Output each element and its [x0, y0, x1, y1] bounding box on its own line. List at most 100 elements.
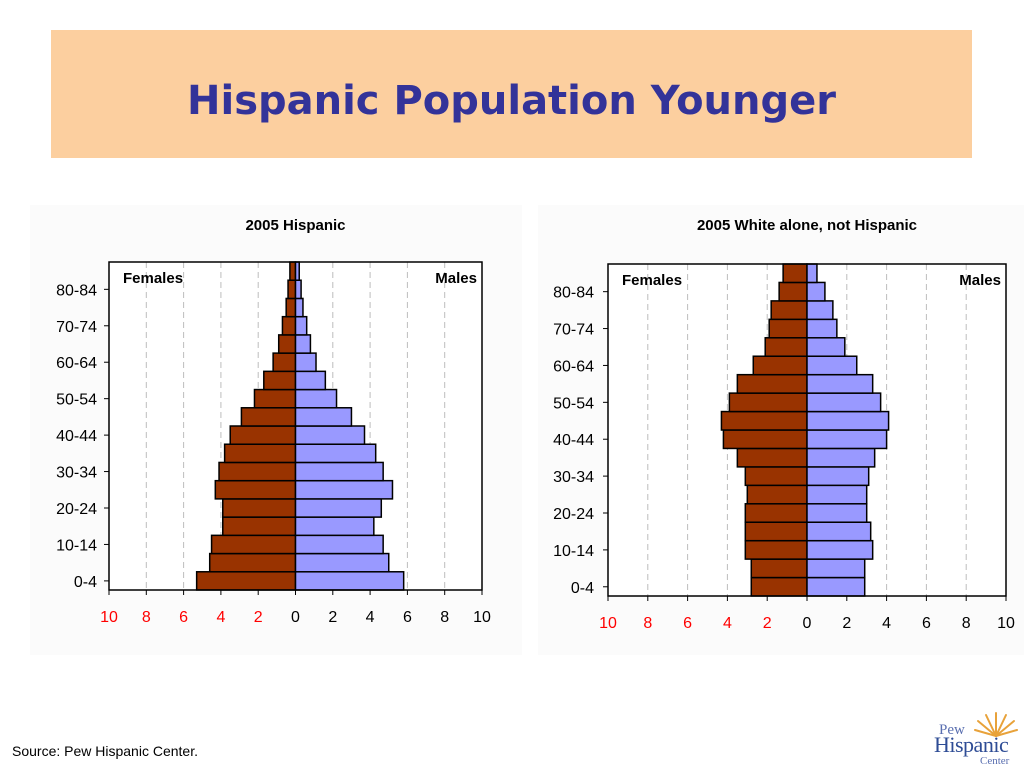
female-bar — [722, 429, 808, 450]
hispanic-pyramid-chart: 2005 Hispanic Females Males 0-4 10-14 20-24 30… — [56, 217, 491, 626]
female-bar — [746, 484, 808, 505]
female-bar — [281, 315, 297, 336]
male-bar — [294, 261, 300, 281]
male-bar — [806, 318, 838, 339]
female-bar — [289, 261, 297, 281]
female-bar — [210, 534, 297, 555]
x-tick-label: 6 — [403, 609, 412, 626]
male-bar — [294, 461, 384, 482]
y-tick-label: 30-34 — [56, 465, 97, 482]
y-tick-label: 20-24 — [553, 506, 594, 523]
y-tick-label: 60-64 — [56, 355, 97, 372]
female-bar — [263, 370, 297, 391]
male-bar — [806, 373, 874, 394]
chart-title: 2005 White alone, not Hispanic — [697, 217, 917, 234]
male-bar — [294, 315, 308, 336]
female-bar — [720, 410, 808, 431]
female-bar — [764, 337, 808, 357]
female-bar — [229, 425, 297, 445]
y-tick-label: 20-24 — [56, 501, 97, 518]
x-tick-label: 10 — [599, 615, 617, 632]
females-label: Females — [622, 272, 682, 289]
x-tick-label: 0 — [803, 615, 812, 632]
female-bar — [744, 539, 808, 560]
y-tick-label: 30-34 — [553, 469, 594, 486]
male-bar — [806, 539, 874, 560]
female-bar — [750, 558, 808, 579]
female-bar — [752, 355, 808, 376]
y-tick-label: 50-54 — [553, 395, 594, 412]
x-tick-label: 10 — [997, 615, 1015, 632]
y-tick-label: 70-74 — [553, 322, 594, 339]
female-bar — [240, 407, 297, 427]
y-tick-label: 70-74 — [56, 319, 97, 336]
male-bar — [294, 552, 390, 573]
x-tick-label: 8 — [142, 609, 151, 626]
male-bar — [806, 429, 888, 450]
x-tick-label: 8 — [643, 615, 652, 632]
male-bar — [294, 388, 338, 409]
x-tick-label: 6 — [922, 615, 931, 632]
male-bar — [806, 447, 876, 468]
x-tick-label: 6 — [179, 609, 188, 626]
female-bar — [736, 447, 808, 468]
female-bar — [214, 479, 297, 500]
y-tick-label: 80-84 — [56, 282, 97, 299]
logo-hispanic-text: Hispanic — [934, 732, 1009, 757]
female-bar — [208, 552, 297, 573]
x-tick-label: 2 — [842, 615, 851, 632]
male-bar — [806, 281, 826, 302]
males-label: Males — [959, 272, 1001, 289]
hispanic-pyramid-panel: 2005 Hispanic Females Males 0-4 10-14 20-24 30… — [30, 205, 522, 655]
female-bar — [782, 263, 808, 284]
male-bar — [806, 392, 882, 413]
y-tick-label: 0-4 — [74, 574, 97, 591]
male-bar — [294, 407, 353, 427]
source-note: Source: Pew Hispanic Center. — [12, 743, 198, 759]
male-bar — [806, 576, 866, 597]
x-tick-label: 10 — [100, 609, 118, 626]
males-label: Males — [435, 270, 477, 287]
x-tick-label: 2 — [328, 609, 337, 626]
x-tick-label: 2 — [763, 615, 772, 632]
slide-title: Hispanic Population Younger — [187, 78, 836, 124]
male-bar — [294, 479, 394, 500]
y-tick-label: 10-14 — [56, 537, 97, 554]
y-tick-label: 40-44 — [56, 428, 97, 445]
female-bar — [768, 318, 808, 339]
male-bar — [294, 425, 366, 445]
x-tick-label: 8 — [440, 609, 449, 626]
x-tick-label: 4 — [366, 609, 375, 626]
male-bar — [294, 443, 377, 464]
female-bar — [218, 461, 297, 482]
chart-title: 2005 Hispanic — [245, 217, 345, 234]
female-bar — [736, 373, 808, 394]
male-bar — [294, 516, 375, 537]
male-bar — [806, 263, 818, 284]
y-tick-label: 80-84 — [553, 285, 594, 302]
x-tick-label: 4 — [723, 615, 732, 632]
male-bar — [806, 503, 868, 523]
female-bar — [778, 281, 808, 302]
male-bar — [294, 571, 405, 591]
y-tick-label: 50-54 — [56, 392, 97, 409]
female-bar — [728, 392, 808, 413]
female-bar — [285, 297, 297, 318]
male-bar — [806, 355, 858, 376]
male-bar — [294, 534, 384, 555]
male-bar — [806, 558, 866, 579]
female-bar — [222, 498, 297, 518]
x-tick-label: 6 — [683, 615, 692, 632]
female-bar — [750, 576, 808, 597]
male-bar — [294, 498, 383, 518]
female-bar — [744, 466, 808, 487]
x-tick-label: 0 — [291, 609, 300, 626]
male-bar — [806, 466, 870, 487]
male-bar — [294, 370, 327, 391]
female-bar — [287, 279, 297, 300]
sun-icon — [974, 712, 1018, 737]
x-tick-label: 2 — [254, 609, 263, 626]
logo-center-text: Center — [980, 755, 1010, 767]
female-bar — [272, 352, 297, 373]
male-bar — [294, 334, 312, 354]
